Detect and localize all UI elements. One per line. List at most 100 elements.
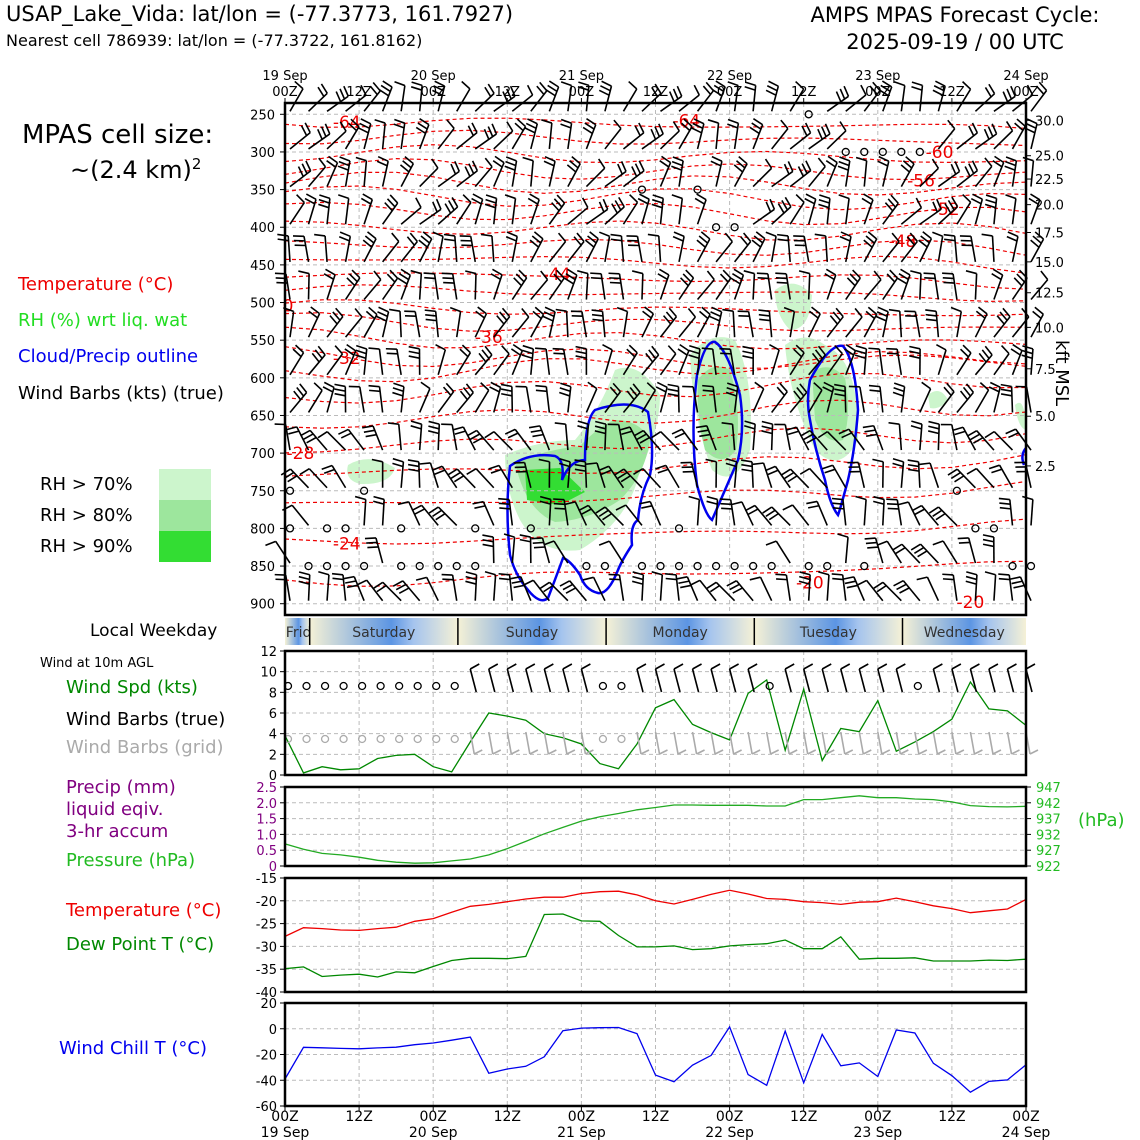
wind-barb-feather	[553, 498, 565, 501]
wind-barb-feather	[876, 540, 888, 546]
wind-barb-feather	[806, 436, 817, 444]
calm-marker-grid	[450, 734, 459, 744]
wind-barb	[510, 343, 524, 376]
wind-barb	[559, 580, 588, 602]
pressure-tick-label: 300	[250, 146, 275, 161]
wind-barb-feather	[696, 193, 707, 201]
wind-barb	[387, 422, 402, 451]
wind-barb	[437, 197, 459, 225]
wind-barb-grid-feather	[751, 749, 761, 755]
wind-barb-feather	[657, 468, 669, 474]
wind-barb	[904, 310, 921, 338]
wind-barb-feather	[731, 501, 743, 506]
wind-barb	[608, 573, 625, 601]
wind-barb-feather	[942, 578, 954, 581]
wind-barb-feather	[297, 166, 304, 177]
wind-barb-feather	[923, 272, 935, 275]
wind-barb	[419, 462, 439, 489]
wind-barb	[911, 504, 939, 526]
isotherm-line	[284, 560, 1027, 587]
y-tick-label: -35	[256, 963, 277, 978]
wind-barb	[358, 118, 372, 150]
wind-chill-line	[284, 1025, 1027, 1093]
wind-barb-feather	[318, 198, 330, 204]
wind-barb-feather	[965, 270, 977, 275]
wind-barb-feather	[888, 421, 900, 425]
wind-barb-feather	[367, 231, 377, 240]
wind-barb	[937, 196, 959, 225]
wind-barb-feather	[389, 308, 401, 312]
wind-barb	[334, 383, 347, 413]
wind-barb	[307, 345, 326, 376]
wind-barb-feather	[855, 349, 867, 355]
isotherm-line	[284, 312, 1027, 332]
top-hour-label: 00Z	[569, 85, 595, 100]
wind-barb-feather	[392, 580, 404, 587]
wind-barb-staff	[308, 468, 328, 489]
wind-barb-feather	[487, 83, 495, 94]
wind-barb-staff	[741, 501, 754, 526]
wind-barb	[988, 381, 1001, 413]
wind-barb-true-feather	[821, 663, 832, 670]
weekday-label: Tuesday	[799, 625, 857, 641]
wind-barb-staff	[696, 279, 715, 301]
wind-barb-feather	[501, 392, 513, 397]
wind-barb-feather	[852, 269, 861, 279]
wind-barb-feather	[765, 231, 777, 238]
wind-barb-feather	[832, 507, 845, 510]
wind-barb-feather	[540, 270, 549, 281]
wind-barb-feather	[667, 383, 679, 388]
wind-barb-feather	[574, 463, 586, 468]
wind-barb-feather	[1026, 84, 1034, 96]
wind-barb	[456, 383, 474, 413]
wind-barb	[655, 464, 680, 489]
wind-barb	[838, 428, 865, 451]
wind-barb	[344, 307, 363, 338]
wind-barb	[855, 495, 867, 526]
wind-barb	[394, 81, 406, 112]
wind-barb-feather	[526, 84, 534, 96]
wind-barb-feather	[547, 84, 558, 93]
wind-barb	[725, 382, 739, 413]
wind-barb	[651, 571, 664, 601]
wind-barb-feather	[805, 160, 812, 171]
wind-barb	[466, 468, 495, 489]
wind-barb-true	[469, 668, 478, 693]
wind-barb	[326, 307, 344, 338]
wind-barb-feather	[805, 193, 817, 200]
wind-barb-feather	[873, 500, 885, 505]
wind-barb-feather	[764, 158, 773, 169]
wind-barb-feather	[943, 233, 955, 237]
wind-barb-feather	[506, 88, 512, 100]
wind-barb-feather	[672, 121, 680, 132]
wind-barb-feather	[827, 155, 838, 164]
wind-barb-staff	[451, 424, 458, 451]
wind-barb-feather	[516, 118, 527, 128]
calm-marker-true	[598, 681, 608, 691]
wind-barb-staff	[993, 431, 1014, 451]
wind-barb-feather	[951, 196, 959, 208]
wind-barb-feather	[323, 468, 335, 474]
wind-barb-feather	[447, 200, 455, 211]
wind-barb-feather	[404, 155, 414, 165]
wind-barb	[528, 425, 551, 451]
wind-barb	[408, 345, 421, 375]
wind-barb-feather	[318, 570, 330, 576]
wind-barb-feather	[577, 269, 589, 275]
wind-barb-feather	[364, 235, 375, 244]
wind-barb-feather	[673, 231, 685, 238]
wind-barb	[956, 122, 979, 150]
wind-barb-feather	[601, 80, 612, 87]
wind-barb-feather	[535, 347, 547, 350]
wind-barb-feather	[1016, 273, 1026, 283]
wind-barb-true	[506, 668, 515, 693]
wind-barb-feather	[407, 459, 419, 463]
wind-barb	[707, 119, 720, 150]
wind-barb	[397, 268, 412, 300]
wind-barb	[1000, 383, 1014, 413]
wind-barb	[897, 268, 911, 300]
rh70-region-right	[928, 391, 948, 409]
wind-barb-true	[525, 668, 533, 693]
